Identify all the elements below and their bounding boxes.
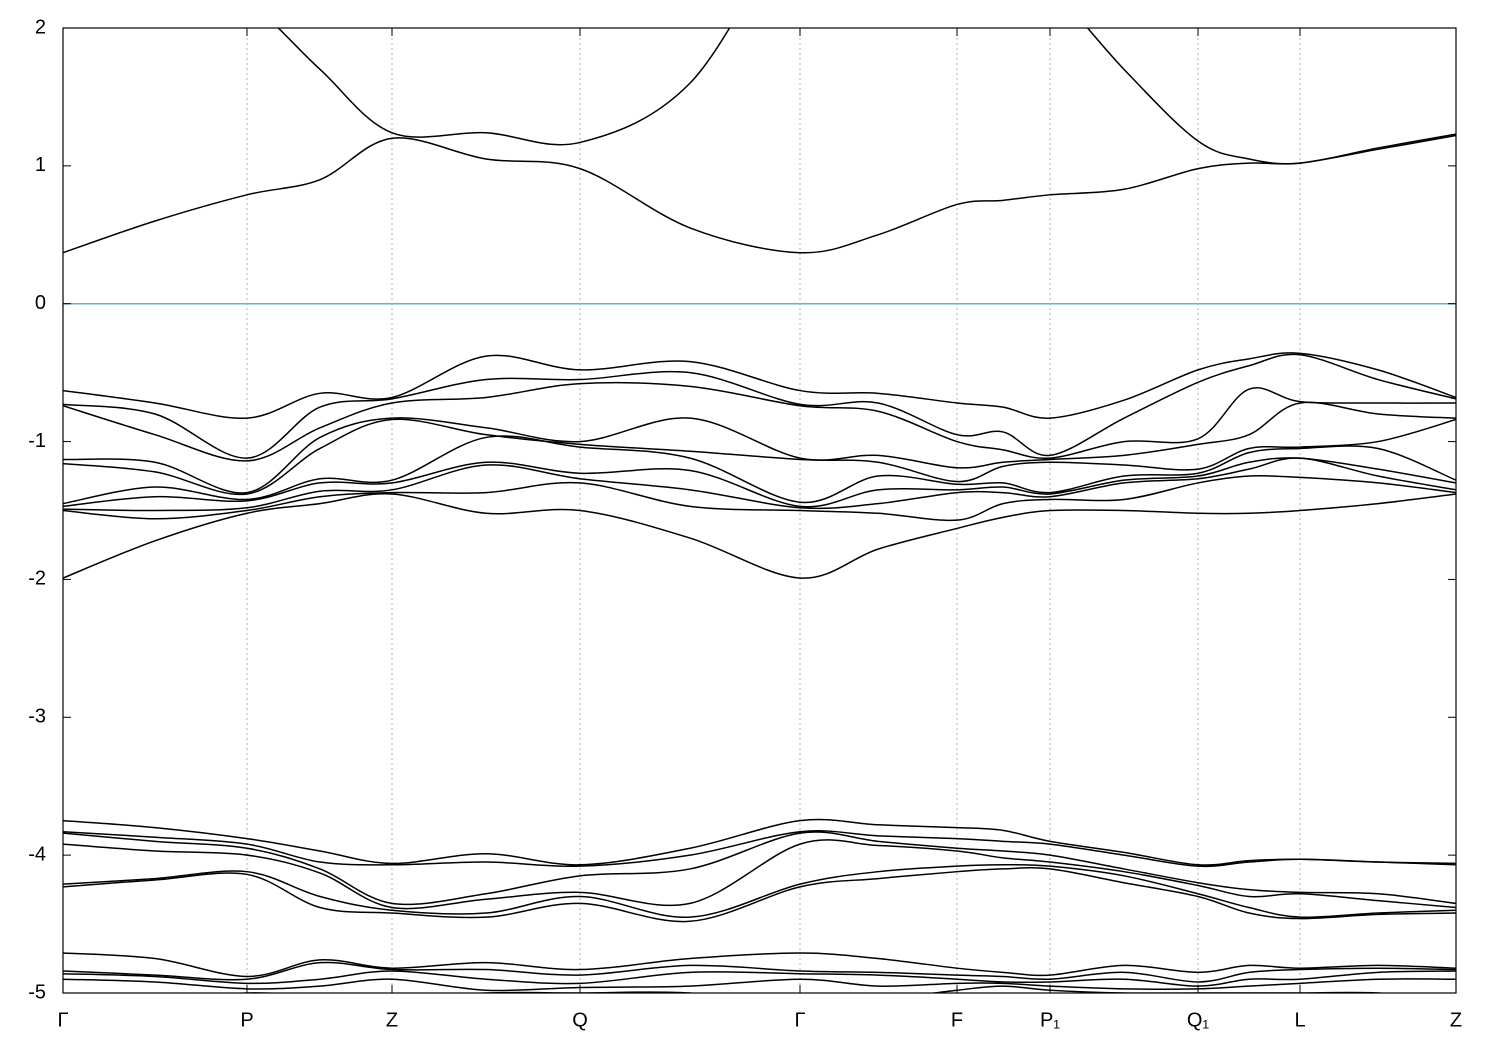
axes-layer: Γ P Z Q Γ F P₁ Q₁ L Z -5 -4 -3 -2 -1 0 1 2 <box>28 16 1462 1031</box>
band-line <box>63 353 1456 459</box>
band-line <box>63 401 1456 494</box>
x-tick-label: F <box>951 1009 963 1031</box>
band-line <box>63 961 1456 983</box>
band-line <box>63 474 1456 522</box>
y-tick-label: -5 <box>28 981 46 1003</box>
x-tick-label: Q <box>572 1009 588 1031</box>
y-tick-label: -4 <box>28 843 46 865</box>
band-line <box>63 830 1456 868</box>
x-tick-label: Z <box>386 1009 398 1031</box>
band-line <box>63 457 1456 508</box>
band-line <box>63 134 1456 254</box>
y-tick-label: 1 <box>35 154 46 176</box>
x-tick-label: P <box>240 1009 253 1031</box>
band-line <box>63 457 1456 512</box>
band-line <box>63 839 1456 910</box>
x-tick-label: Γ <box>57 1009 68 1031</box>
band-line <box>63 418 1456 496</box>
band-line <box>63 952 1456 978</box>
band-line <box>63 831 1456 906</box>
y-tick-label: -1 <box>28 430 46 452</box>
x-tick-label: Z <box>1450 1009 1462 1031</box>
bands-layer <box>63 28 1456 1021</box>
band-line <box>63 493 1456 579</box>
x-tick-label: L <box>1294 1009 1305 1031</box>
x-tick-label: Q₁ <box>1187 1009 1210 1031</box>
band-line <box>63 998 1456 1021</box>
band-line <box>63 435 1456 505</box>
plot-frame <box>62 27 1457 994</box>
band-line <box>63 867 1456 923</box>
y-tick-label: -2 <box>28 568 46 590</box>
band-line <box>63 978 1456 992</box>
y-tick-label: 0 <box>35 292 46 314</box>
band-line <box>63 382 1456 462</box>
band-line <box>63 970 1456 987</box>
x-tick-label: Γ <box>794 1009 805 1031</box>
band-line <box>277 28 1456 165</box>
band-line <box>63 818 1456 866</box>
band-line <box>63 352 1456 419</box>
y-tick-label: -3 <box>28 706 46 728</box>
band-line <box>63 863 1456 919</box>
x-tick-label: P₁ <box>1040 1009 1060 1031</box>
y-tick-label: 2 <box>35 16 46 38</box>
